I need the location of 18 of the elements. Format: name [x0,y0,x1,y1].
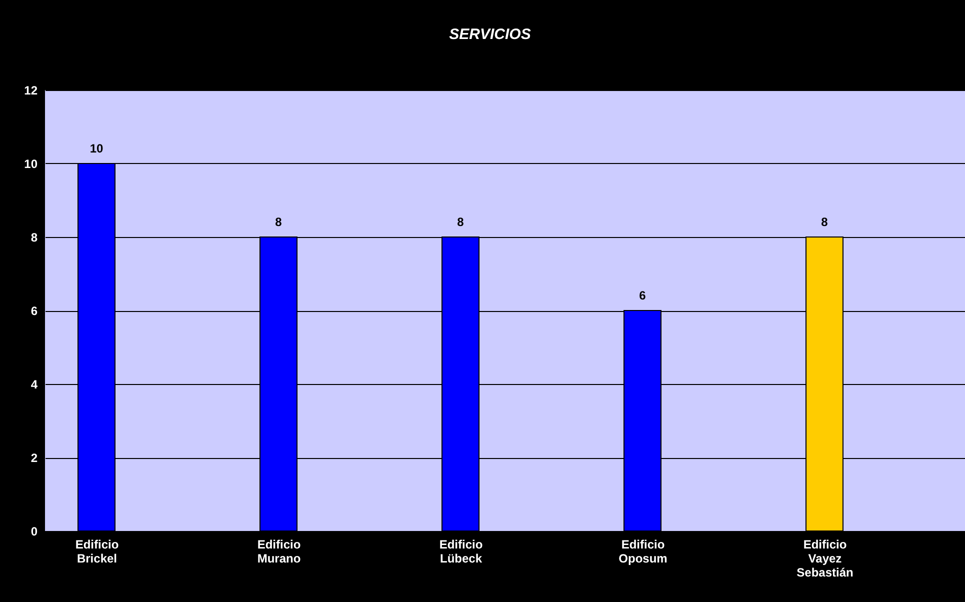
y-tick-label: 8 [30,230,38,244]
y-tick-label: 2 [30,451,38,465]
y-tick-label: 0 [30,524,38,538]
data-label: 8 [821,215,828,229]
y-tick-label: 4 [30,378,38,392]
data-label: 8 [457,215,464,229]
x-tick-label: Edificio Oposum [618,538,668,566]
data-label: 8 [275,215,282,229]
y-tick-label: 10 [24,157,38,171]
y-tick-label: 12 [24,84,38,98]
x-tick-label: Edificio Brickel [75,538,119,566]
chart-title: SERVICIOS [449,26,531,43]
y-tick-label: 6 [30,304,38,318]
x-tick-label: Edificio Murano [257,538,301,566]
x-tick-label: Edificio Lübeck [439,538,483,566]
data-label: 10 [90,142,104,156]
data-label: 6 [639,288,646,302]
x-tick-label: Edificio Vayez Sebastián [796,538,854,580]
